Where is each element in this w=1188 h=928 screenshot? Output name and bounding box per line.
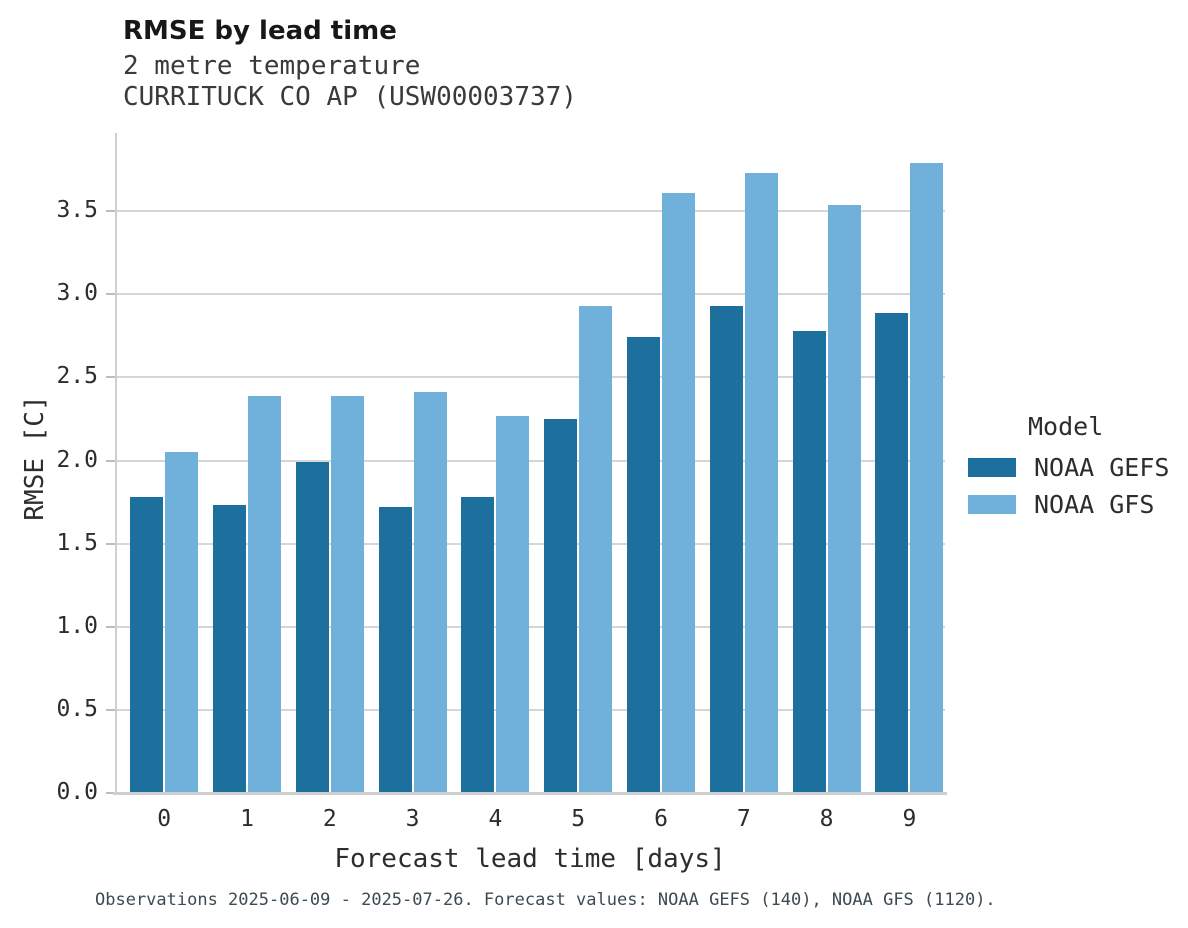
bar-noaa-gfs-lead-0 (165, 452, 199, 793)
legend: Model NOAA GEFS NOAA GFS (968, 412, 1183, 529)
gridline-y-1.5 (115, 542, 945, 545)
y-tick-label-0.0: 0.0 (56, 778, 98, 805)
bar-noaa-gefs-lead-2 (295, 462, 329, 793)
bar-noaa-gefs-lead-6 (627, 337, 660, 793)
legend-swatch-noaa-gfs-icon (968, 494, 1016, 514)
gridline-y-1.0 (115, 625, 945, 628)
bar-noaa-gfs-lead-3 (413, 392, 447, 793)
x-tick-label-8: 8 (819, 806, 834, 832)
x-tick-label-0: 0 (157, 806, 172, 832)
caption: Observations 2025-06-09 - 2025-07-26. Fo… (95, 890, 996, 910)
legend-label-noaa-gfs: NOAA GFS (1034, 489, 1155, 519)
gridline-y-2.5 (115, 376, 945, 379)
x-axis-spine (113, 792, 947, 795)
bar-noaa-gfs-lead-4 (496, 415, 530, 793)
gridline-y-0.5 (115, 708, 945, 711)
x-axis-title: Forecast lead time [days] (334, 844, 726, 874)
bar-noaa-gfs-lead-7 (744, 172, 778, 793)
y-axis-title: RMSE [C] (20, 395, 50, 521)
x-tick-label-5: 5 (571, 806, 586, 832)
y-tick-label-2.0: 2.0 (56, 446, 98, 473)
bar-noaa-gefs-lead-5 (544, 418, 578, 793)
bar-noaa-gefs-lead-8 (792, 330, 826, 793)
bar-noaa-gefs-lead-7 (709, 305, 743, 793)
x-tick-label-4: 4 (488, 806, 503, 832)
y-tick-label-1.5: 1.5 (56, 529, 98, 556)
x-tick-label-2: 2 (322, 806, 337, 832)
bar-noaa-gfs-lead-5 (579, 305, 613, 793)
y-tick-0.5 (106, 708, 115, 711)
legend-swatch-noaa-gefs-icon (968, 457, 1016, 477)
y-tick-0.0 (106, 792, 115, 794)
gridline-y-2.0 (115, 459, 945, 462)
x-tick-label-3: 3 (405, 806, 420, 832)
y-tick-2.0 (106, 459, 115, 462)
legend-item-noaa-gfs: NOAA GFS (968, 489, 1183, 519)
y-tick-label-3.5: 3.5 (56, 197, 98, 224)
y-tick-3.5 (106, 210, 115, 213)
y-tick-2.5 (106, 376, 115, 379)
bar-noaa-gefs-lead-9 (875, 312, 909, 793)
bar-noaa-gfs-lead-6 (662, 192, 695, 793)
bar-noaa-gfs-lead-9 (910, 162, 944, 793)
y-tick-label-3.0: 3.0 (56, 280, 98, 307)
y-axis-spine (115, 133, 117, 794)
y-tick-3.0 (106, 293, 115, 296)
x-tick-label-1: 1 (240, 806, 254, 832)
legend-label-noaa-gefs: NOAA GEFS (1034, 452, 1170, 482)
bar-noaa-gefs-lead-0 (130, 497, 164, 793)
x-tick-label-6: 6 (654, 806, 668, 832)
chart-subtitle-variable: 2 metre temperature (123, 51, 421, 81)
x-tick-label-7: 7 (736, 806, 751, 832)
y-tick-label-2.5: 2.5 (56, 363, 98, 390)
bar-noaa-gfs-lead-8 (827, 204, 861, 793)
chart-title: RMSE by lead time (123, 16, 397, 46)
chart-subtitle-station: CURRITUCK CO AP (USW00003737) (123, 82, 577, 112)
legend-items: NOAA GEFS NOAA GFS (968, 452, 1183, 519)
y-tick-1.0 (106, 625, 115, 628)
bar-noaa-gfs-lead-1 (248, 395, 281, 793)
y-tick-label-1.0: 1.0 (56, 612, 98, 639)
x-tick-label-9: 9 (902, 806, 917, 832)
gridline-y-3.0 (115, 293, 945, 296)
bar-noaa-gefs-lead-4 (461, 497, 495, 793)
plot-area (115, 133, 945, 793)
y-tick-1.5 (106, 542, 115, 545)
gridline-y-3.5 (115, 210, 945, 213)
bar-noaa-gfs-lead-2 (330, 395, 364, 793)
legend-item-noaa-gefs: NOAA GEFS (968, 452, 1183, 482)
bar-noaa-gefs-lead-3 (378, 507, 412, 793)
legend-title: Model (1028, 412, 1104, 441)
y-tick-label-0.5: 0.5 (56, 695, 98, 722)
bar-noaa-gefs-lead-1 (213, 505, 246, 793)
